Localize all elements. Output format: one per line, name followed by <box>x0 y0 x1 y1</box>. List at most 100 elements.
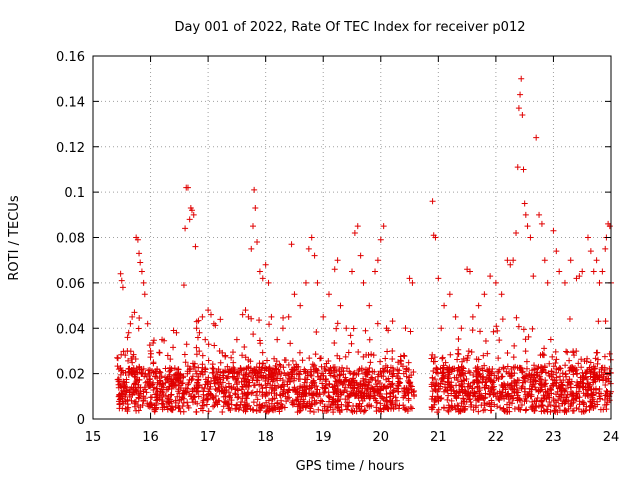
data-point <box>500 364 507 371</box>
data-point <box>223 374 230 381</box>
data-point <box>546 372 553 379</box>
data-point <box>592 365 599 372</box>
x-tick-label: 24 <box>603 430 620 445</box>
data-point <box>596 279 603 286</box>
data-point <box>452 313 459 320</box>
data-point <box>432 386 439 393</box>
data-point <box>389 318 396 325</box>
data-point <box>212 386 219 393</box>
data-point <box>256 317 263 324</box>
data-point <box>470 407 477 414</box>
data-point <box>114 363 121 370</box>
data-point <box>239 391 246 398</box>
data-point <box>497 404 504 411</box>
x-tick-label: 18 <box>257 430 274 445</box>
data-point <box>405 359 412 366</box>
data-point <box>224 375 231 382</box>
data-point <box>429 198 436 205</box>
data-point <box>462 405 469 412</box>
data-point <box>495 368 502 375</box>
data-point <box>487 403 494 410</box>
data-point <box>232 376 239 383</box>
data-point <box>542 377 549 384</box>
data-point <box>156 368 163 375</box>
data-point <box>361 407 368 414</box>
data-point <box>359 382 366 389</box>
data-point <box>473 402 480 409</box>
data-point <box>263 384 270 391</box>
data-point <box>580 408 587 415</box>
data-point <box>529 325 536 332</box>
data-point <box>338 401 345 408</box>
data-point <box>256 372 263 379</box>
data-point <box>147 400 154 407</box>
data-point <box>546 399 553 406</box>
data-point <box>302 376 309 383</box>
data-point <box>242 371 249 378</box>
data-point <box>389 347 396 354</box>
data-point <box>235 406 242 413</box>
data-point <box>586 406 593 413</box>
data-point <box>438 325 445 332</box>
data-point <box>367 359 374 366</box>
data-point <box>368 351 375 358</box>
data-point <box>531 362 538 369</box>
data-point <box>455 364 462 371</box>
data-point <box>334 352 341 359</box>
data-point <box>348 340 355 347</box>
data-point <box>337 302 344 309</box>
data-point <box>451 374 458 381</box>
data-point <box>366 365 373 372</box>
data-point <box>172 382 179 389</box>
data-point <box>325 291 332 298</box>
data-point <box>117 270 124 277</box>
data-point <box>330 364 337 371</box>
data-point <box>325 398 332 405</box>
data-point <box>250 223 257 230</box>
data-point <box>237 365 244 372</box>
data-point <box>188 207 195 214</box>
data-point <box>327 404 334 411</box>
data-point <box>280 314 287 321</box>
data-point <box>606 350 613 357</box>
data-point <box>400 352 407 359</box>
data-point <box>484 366 491 373</box>
data-point <box>124 397 131 404</box>
data-point <box>256 337 263 344</box>
data-point <box>200 397 207 404</box>
data-point <box>504 381 511 388</box>
data-point <box>535 387 542 394</box>
data-point <box>533 397 540 404</box>
data-point <box>132 368 139 375</box>
data-point <box>592 375 599 382</box>
data-point <box>410 368 417 375</box>
data-point <box>513 382 520 389</box>
data-point <box>553 248 560 255</box>
data-point <box>286 386 293 393</box>
data-point <box>228 354 235 361</box>
data-point <box>296 408 303 415</box>
data-point <box>529 405 536 412</box>
data-point <box>550 371 557 378</box>
data-point <box>538 403 545 410</box>
data-point <box>539 351 546 358</box>
data-point <box>298 393 305 400</box>
data-point <box>245 402 252 409</box>
data-point <box>286 394 293 401</box>
data-point <box>166 368 173 375</box>
data-point <box>196 348 203 355</box>
data-point <box>122 405 129 412</box>
data-point <box>189 376 196 383</box>
data-point <box>602 245 609 252</box>
data-point <box>354 384 361 391</box>
data-point <box>510 257 517 264</box>
data-point <box>583 358 590 365</box>
data-point <box>498 381 505 388</box>
data-point <box>563 348 570 355</box>
data-point <box>153 370 160 377</box>
data-point <box>448 397 455 404</box>
data-point <box>349 268 355 275</box>
data-point <box>265 408 272 415</box>
data-point <box>587 402 594 409</box>
data-point <box>193 344 200 351</box>
